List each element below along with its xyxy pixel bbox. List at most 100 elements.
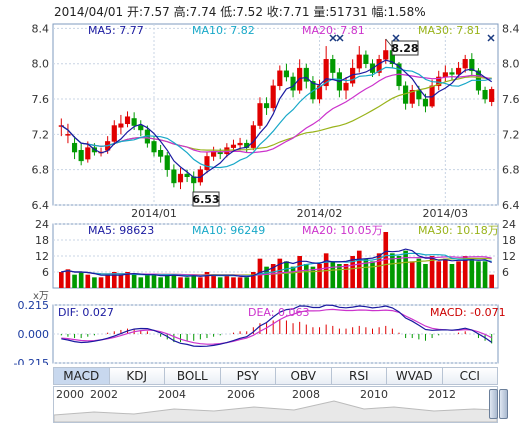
price-panel [52,23,499,206]
navigator-year-label: 2010 [360,388,388,401]
volume-bar [489,274,495,288]
volume-bar [58,272,64,288]
event-marker-icon [329,34,337,42]
volume-bar [118,274,124,288]
dea-legend: DEA: 0.063 [248,306,309,319]
candle-body [250,125,256,148]
tab-psy[interactable]: PSY [220,367,276,385]
tab-cci[interactable]: CCI [442,367,498,385]
dif-legend: DIF: 0.027 [58,306,114,319]
tab-kdj[interactable]: KDJ [109,367,165,385]
candle-body [138,125,144,131]
volume-bar [337,264,342,288]
volume-bar [78,272,84,288]
macd-legend: MACD: -0.071 [430,306,506,319]
low-callout: 6.53 [192,193,219,206]
volume-bar [151,274,157,288]
tab-obv[interactable]: OBV [276,367,332,385]
candle-body [449,72,455,75]
navigator-left-handle[interactable] [489,389,498,419]
volume-bar [390,253,395,288]
volume-bar [85,274,91,288]
volume-bar [303,264,309,288]
macd-tick-left: 0.000 [18,328,50,341]
volume-bar [482,261,488,288]
price-tick-right: 8.0 [502,58,520,71]
candle-body [442,72,448,78]
candle-body [277,70,283,87]
ma5-line [60,59,493,178]
tab-boll[interactable]: BOLL [165,367,221,385]
volume-bar [105,274,110,288]
range-navigator[interactable] [53,386,498,423]
candle-body [264,103,270,109]
indicator-tabs: MACD KDJ BOLL PSY OBV RSI WVAD CCI [53,367,498,385]
candle-body [316,85,323,100]
ma5-legend: MA5: 7.77 [88,24,144,37]
candle-body [158,150,164,157]
chart-canvas[interactable]: 6.4 6.4 6.8 6.8 7.2 7.2 7.6 7.6 8.0 8.0 8.4 8.4 2014… [0,0,526,365]
candle-body [456,67,462,75]
change-value: 1.58% [387,5,426,19]
volume-bar [370,261,375,288]
price-tick-left: 8.4 [32,22,50,35]
candle-body [489,89,495,102]
candle-body [211,151,217,157]
date-tick-label: 2014/01 [131,207,177,220]
volume-bar [158,277,163,288]
volume-label: 量: [313,5,330,19]
price-tick-left: 6.8 [32,164,50,177]
date-tick-label: 2014/03 [422,207,468,220]
volume-bar [217,277,223,288]
tab-rsi[interactable]: RSI [331,367,387,385]
vol-ma10-legend: MA10: 96249 [192,224,265,237]
price-tick-right: 7.6 [502,93,520,106]
volume-bar [111,272,117,288]
candle-body [184,173,190,177]
candle-body [330,59,336,73]
volume-bar [403,250,408,288]
candle-body [124,116,131,125]
event-marker-icon [487,34,495,42]
candle-body [323,59,329,87]
volume-bar [343,264,349,288]
volume-bar [131,274,137,288]
tab-macd[interactable]: MACD [53,367,110,385]
open-value: 7.57 [143,5,170,19]
price-tick-right: 6.8 [502,164,520,177]
candle-body [85,147,91,160]
volume-bar [330,261,336,288]
volume-bar [164,274,170,288]
volume-bar [237,277,243,288]
candle-body [429,85,435,107]
volume-bar [184,277,190,288]
vol-ma5-legend: MA5: 98623 [88,224,154,237]
navigator-year-label: 2004 [158,388,186,401]
candle-body [65,134,71,136]
volume-bar [429,256,435,288]
volume-bar [65,269,71,288]
macd-tick-left: -0.215 [14,357,49,365]
candle-body [230,144,237,148]
candle-body [343,82,349,91]
price-tick-left: 8.0 [32,58,50,71]
volume-bar [443,258,448,288]
price-tick-left: 7.2 [32,128,50,141]
volume-bar [92,277,97,288]
navigator-year-label: 2000 [56,388,84,401]
quote-date: 2014/04/01 [54,5,124,19]
tab-wvad[interactable]: WVAD [387,367,443,385]
volume-bar [456,261,461,288]
vol-ma10-line [61,252,492,277]
volume-bar [376,253,382,288]
volume-tick-right: 24 [502,218,516,231]
dea-line [61,308,492,345]
candle-body [111,125,117,142]
volume-bar [449,264,455,288]
candle-body [151,141,157,153]
high-callout-box [391,40,419,56]
volume-bar [125,272,130,288]
navigator-right-handle[interactable] [499,389,508,419]
volume-bar [310,266,316,288]
